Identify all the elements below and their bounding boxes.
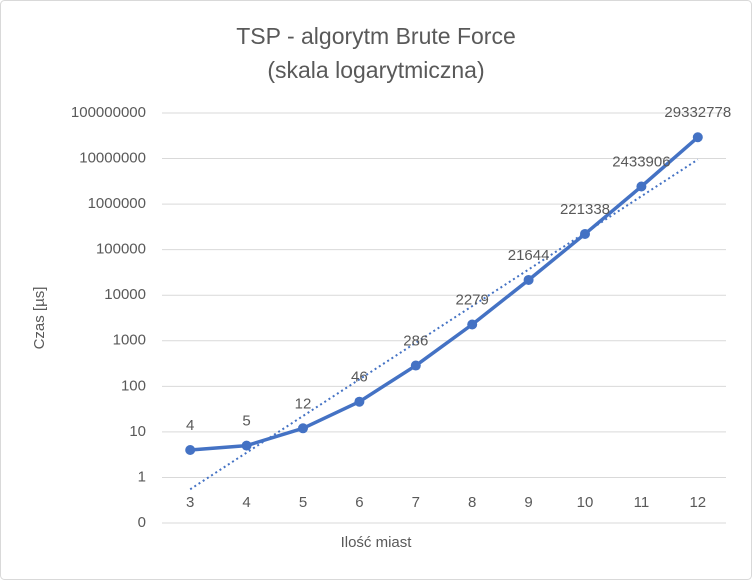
x-tick-label: 3: [186, 494, 194, 511]
x-tick-label: 7: [412, 494, 420, 511]
chart-subtitle: (skala logarytmiczna): [267, 57, 484, 83]
series-line: [190, 135, 699, 452]
data-point: [636, 181, 647, 192]
y-tick-label: 100000: [96, 241, 146, 258]
x-tick-label: 12: [689, 494, 706, 511]
y-tick-label: 10000: [104, 286, 146, 303]
x-axis-title: Ilość miast: [341, 534, 413, 551]
x-tick-label: 5: [299, 494, 307, 511]
data-point: [467, 319, 478, 330]
y-tick-label: 1000: [113, 332, 146, 349]
data-label: 4: [186, 417, 194, 434]
data-point: [580, 228, 590, 239]
data-point: [692, 132, 703, 143]
data-point: [241, 440, 252, 451]
y-tick-label: 1000000: [88, 195, 146, 212]
y-axis-title: Czas [µs]: [31, 287, 48, 350]
trendline: [189, 158, 699, 491]
x-tick-label: 9: [524, 494, 532, 511]
data-point: [185, 445, 196, 456]
data-label: 5: [242, 413, 250, 430]
x-tick-label: 10: [577, 494, 594, 511]
y-tick-label: 10: [129, 423, 146, 440]
data-label: 29332778: [664, 104, 731, 121]
data-point: [298, 423, 308, 434]
y-tick-label: 100: [121, 377, 146, 394]
y-tick-label: 100000000: [71, 104, 146, 121]
data-label: 221338: [560, 201, 610, 218]
chart-title: TSP - algorytm Brute Force: [236, 23, 516, 49]
y-tick-label: 1: [138, 468, 146, 485]
data-point: [410, 360, 421, 371]
data-label: 2279: [456, 291, 489, 308]
data-label: 2433906: [612, 153, 670, 170]
data-label: 21644: [508, 247, 550, 264]
x-tick-label: 4: [242, 494, 250, 511]
data-point: [523, 274, 534, 285]
y-tick-label: 10000000: [79, 150, 146, 167]
x-tick-label: 6: [355, 494, 363, 511]
data-point: [354, 396, 365, 407]
x-tick-label: 11: [634, 494, 650, 511]
data-label: 46: [351, 369, 368, 386]
x-tick-label: 8: [468, 494, 476, 511]
data-label: 12: [295, 395, 312, 412]
data-label: 286: [403, 333, 428, 350]
y-tick-label: 0: [138, 514, 146, 531]
